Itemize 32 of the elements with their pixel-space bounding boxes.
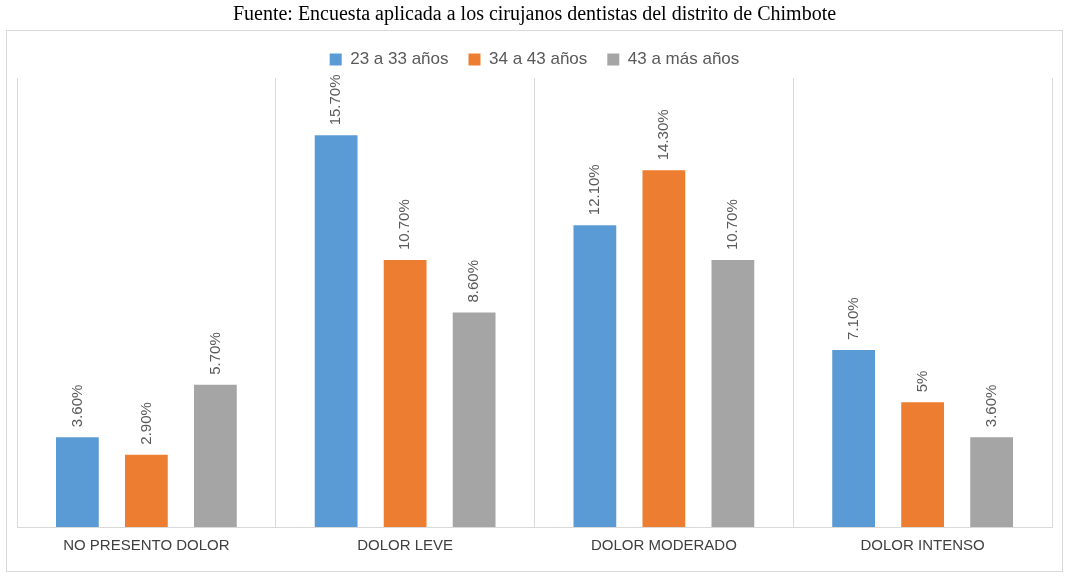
bar	[383, 260, 427, 527]
bar	[642, 170, 686, 527]
legend-label: 34 a 43 años	[488, 49, 588, 69]
bar	[124, 454, 168, 527]
data-label: 14.30%	[654, 109, 672, 161]
bar	[573, 225, 617, 527]
data-label: 5.70%	[205, 332, 223, 375]
bar	[711, 260, 755, 527]
data-label: 3.60%	[67, 384, 85, 428]
source-note: Fuente: Encuesta aplicada a los cirujanos dentistas del distrito de Chimbote	[231, 1, 838, 26]
bar	[832, 349, 876, 527]
legend-label: 23 a 33 años	[350, 49, 449, 69]
data-label: 5%	[912, 370, 930, 393]
data-label: 15.70%	[326, 74, 344, 126]
x-tick-label: DOLOR INTENSO	[860, 536, 985, 554]
bar	[452, 312, 496, 527]
bar	[55, 437, 99, 527]
bar	[901, 402, 945, 527]
data-label: 3.60%	[981, 384, 999, 428]
data-label: 7.10%	[843, 297, 861, 340]
bar	[314, 135, 358, 527]
x-tick-label: NO PRESENTO DOLOR	[63, 536, 230, 554]
data-label: 10.70%	[723, 199, 741, 251]
bar	[193, 384, 237, 527]
x-tick-label: DOLOR LEVE	[357, 536, 454, 554]
bar	[970, 437, 1014, 527]
data-label: 8.60%	[464, 259, 482, 303]
data-label: 10.70%	[395, 199, 413, 251]
legend-label: 43 a más años	[627, 49, 740, 69]
data-label: 2.90%	[136, 402, 154, 445]
data-label: 12.10%	[585, 164, 603, 216]
x-tick-label: DOLOR MODERADO	[590, 536, 737, 554]
